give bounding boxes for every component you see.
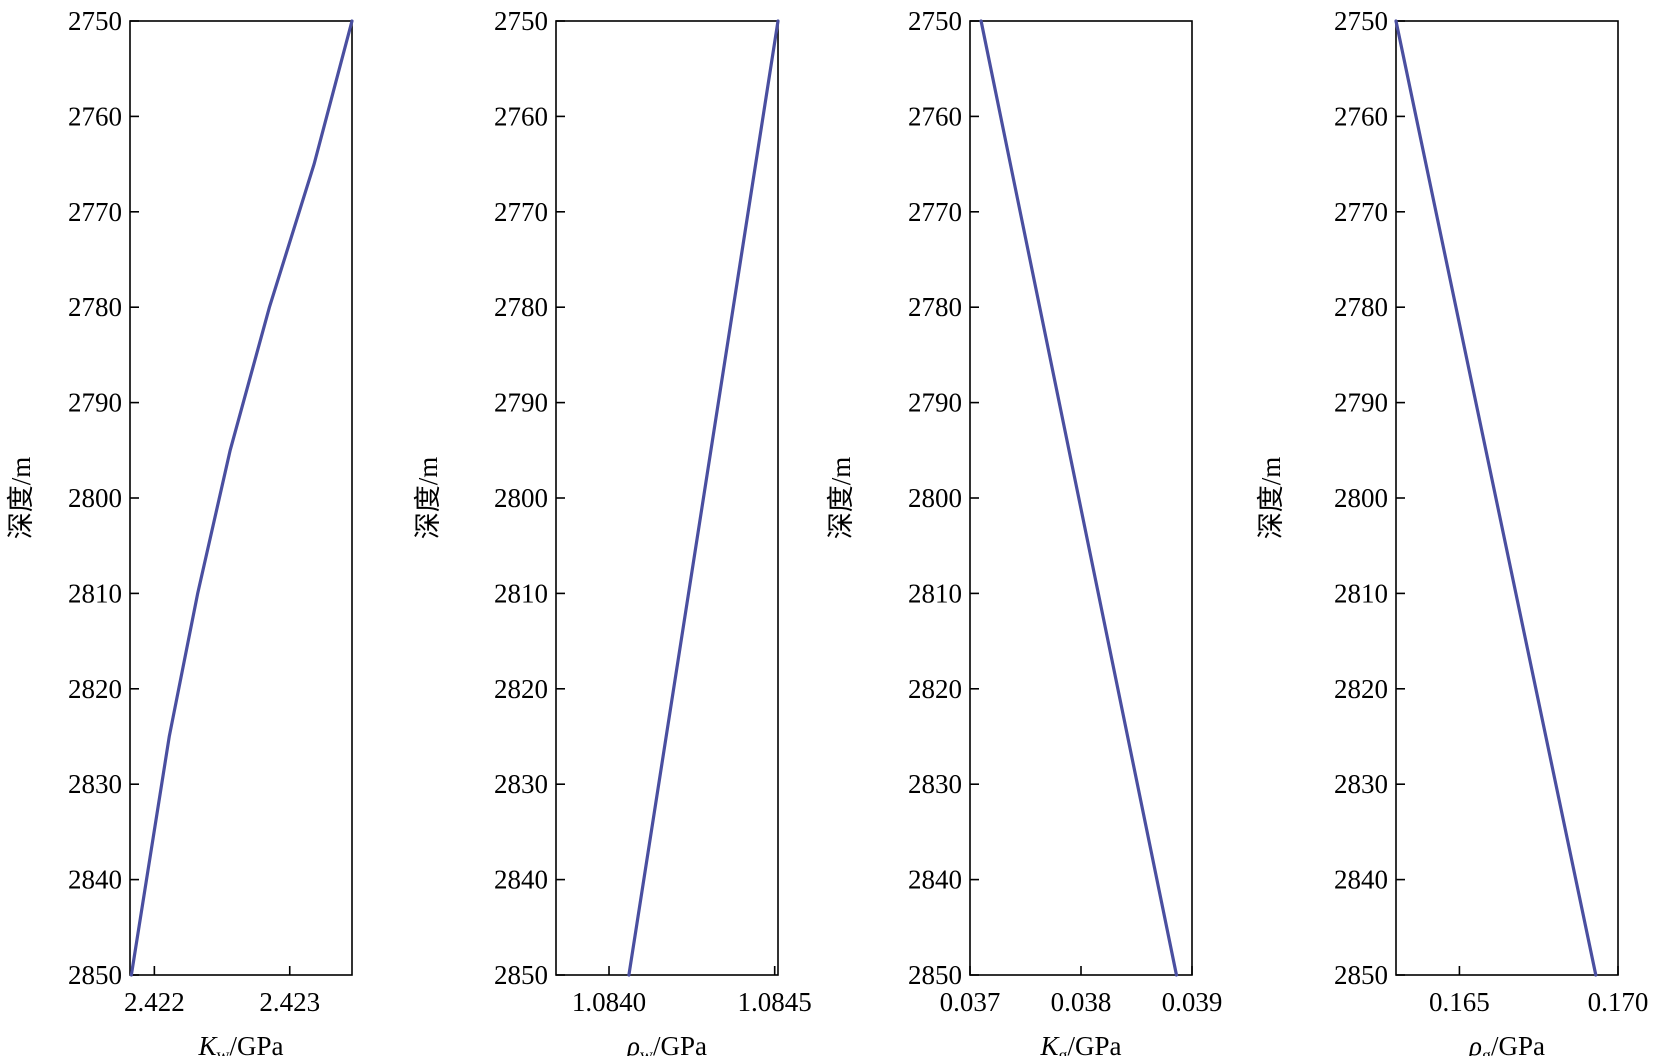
x-axis-symbol: ρ <box>1468 1031 1482 1056</box>
x-axis-subscript: g <box>1482 1045 1491 1056</box>
panel-3: 2750 2760 2770 2780 2790 2800 2810 2820 2830 2840… <box>826 6 1222 1056</box>
y-tick-label: 2830 <box>1334 769 1388 799</box>
y-tick-label: 2800 <box>68 483 122 513</box>
x-axis-unit: /GPa <box>230 1031 284 1056</box>
x-axis-subscript: g <box>1059 1045 1068 1056</box>
x-tick-label: 0.165 <box>1429 987 1490 1017</box>
x-axis-label: Kg/GPa <box>1039 1031 1121 1056</box>
y-tick-label: 2830 <box>68 769 122 799</box>
y-tick-label: 2820 <box>68 674 122 704</box>
y-tick-label: 2770 <box>68 197 122 227</box>
y-tick-label: 2820 <box>1334 674 1388 704</box>
y-tick-label: 2820 <box>908 674 962 704</box>
x-tick-label: 0.037 <box>940 987 1001 1017</box>
y-tick-label: 2810 <box>68 578 122 608</box>
y-tick-label: 2760 <box>908 101 962 131</box>
y-tick-label: 2750 <box>908 6 962 36</box>
x-axis-label: Kw/GPa <box>197 1031 283 1056</box>
x-axis-symbol: K <box>1039 1031 1060 1056</box>
x-tick-label: 2.423 <box>259 987 320 1017</box>
y-tick-label: 2850 <box>908 960 962 990</box>
y-tick-label: 2840 <box>908 865 962 895</box>
y-tick-label: 2750 <box>494 6 548 36</box>
x-axis-label: ρw/GPa <box>626 1031 707 1056</box>
y-tick-label: 2850 <box>494 960 548 990</box>
y-tick-label: 2780 <box>1334 292 1388 322</box>
y-tick-label: 2790 <box>494 388 548 418</box>
x-tick-label: 1.0840 <box>572 987 646 1017</box>
y-tick-label: 2760 <box>494 101 548 131</box>
x-axis-symbol: K <box>197 1031 218 1056</box>
y-tick-label: 2810 <box>494 578 548 608</box>
y-tick-label: 2800 <box>1334 483 1388 513</box>
y-tick-label: 2830 <box>494 769 548 799</box>
x-axis-unit: /GPa <box>1491 1031 1545 1056</box>
y-tick-label: 2790 <box>908 388 962 418</box>
series-line <box>627 19 780 977</box>
plot-frame <box>1395 20 1619 976</box>
x-tick-label: 0.170 <box>1588 987 1649 1017</box>
x-tick-label: 0.039 <box>1162 987 1223 1017</box>
y-tick-label: 2850 <box>68 960 122 990</box>
y-axis-label: 深度/m <box>826 457 856 540</box>
y-tick-label: 2810 <box>1334 578 1388 608</box>
x-tick-label: 0.038 <box>1051 987 1112 1017</box>
y-tick-label: 2820 <box>494 674 548 704</box>
series-line <box>979 19 1179 977</box>
x-axis-unit: /GPa <box>1068 1031 1122 1056</box>
y-tick-label: 2790 <box>1334 388 1388 418</box>
y-tick-label: 2780 <box>68 292 122 322</box>
panel-2: 2750 2760 2770 2780 2790 2800 2810 2820 2830 2840… <box>413 6 812 1056</box>
y-tick-label: 2850 <box>1334 960 1388 990</box>
x-axis-subscript: w <box>217 1045 230 1056</box>
x-axis-unit: /GPa <box>653 1031 707 1056</box>
plot-frame <box>129 20 353 976</box>
y-axis-label: 深度/m <box>6 457 36 540</box>
y-tick-label: 2750 <box>68 6 122 36</box>
x-axis-label: ρg/GPa <box>1468 1031 1545 1056</box>
y-tick-label: 2840 <box>68 865 122 895</box>
y-tick-label: 2770 <box>1334 197 1388 227</box>
y-tick-label: 2840 <box>494 865 548 895</box>
x-axis-subscript: w <box>640 1045 653 1056</box>
x-axis-symbol: ρ <box>626 1031 640 1056</box>
y-tick-label: 2780 <box>908 292 962 322</box>
series-line <box>129 19 354 977</box>
y-tick-label: 2800 <box>908 483 962 513</box>
plot-frame <box>969 20 1193 976</box>
y-tick-label: 2780 <box>494 292 548 322</box>
y-tick-label: 2790 <box>68 388 122 418</box>
y-tick-label: 2760 <box>1334 101 1388 131</box>
y-tick-label: 2770 <box>908 197 962 227</box>
y-tick-label: 2810 <box>908 578 962 608</box>
y-tick-label: 2750 <box>1334 6 1388 36</box>
y-tick-label: 2800 <box>494 483 548 513</box>
y-tick-label: 2830 <box>908 769 962 799</box>
panel-4: 2750 2760 2770 2780 2790 2800 2810 2820 2830 2840… <box>1256 6 1648 1056</box>
y-tick-label: 2770 <box>494 197 548 227</box>
y-axis-label: 深度/m <box>1256 457 1286 540</box>
x-tick-label: 2.422 <box>124 987 185 1017</box>
plot-frame <box>555 20 779 976</box>
panel-1: 2750 2760 2770 2780 2790 2800 2810 2820 2830 2840… <box>6 6 354 1056</box>
x-tick-label: 1.0845 <box>738 987 812 1017</box>
series-line <box>1394 19 1598 977</box>
y-axis-label: 深度/m <box>413 457 443 540</box>
y-tick-label: 2760 <box>68 101 122 131</box>
y-tick-label: 2840 <box>1334 865 1388 895</box>
